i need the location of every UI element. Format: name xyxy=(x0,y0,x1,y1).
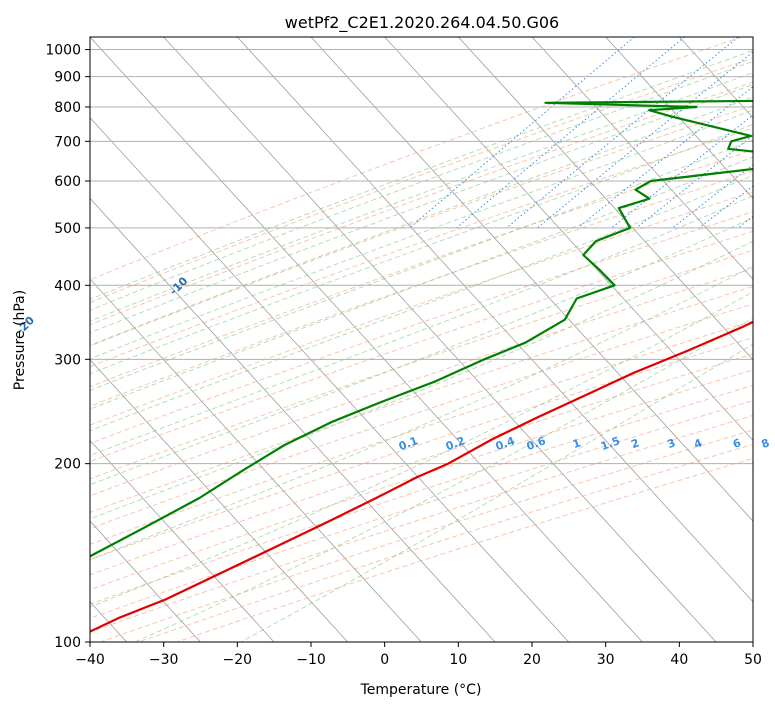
mixing-ratio-label: 0.2 xyxy=(444,434,467,453)
x-tick-label: 50 xyxy=(744,652,762,668)
y-axis-label: Pressure (hPa) xyxy=(12,290,28,390)
mixing-ratio-line xyxy=(672,164,753,229)
profile-series xyxy=(90,99,753,633)
y-tick-label: 300 xyxy=(54,352,81,368)
moist-adiabat-line xyxy=(90,49,753,300)
isotherm-line xyxy=(90,37,643,642)
dry-adiabat-line xyxy=(90,369,753,591)
mixing-ratio-label: 0.4 xyxy=(494,434,517,453)
y-tick-label: 600 xyxy=(54,174,81,190)
moist-adiabat-line xyxy=(90,265,753,560)
isotherm-line xyxy=(310,37,753,522)
moist-adiabat-line xyxy=(90,139,753,391)
isotherm-line xyxy=(458,37,753,361)
y-tick-label: 200 xyxy=(54,457,81,473)
isopleth-labels: -100-90-80-70-60-50-40-30-20-10010203040… xyxy=(14,274,772,453)
y-tick-label: 800 xyxy=(54,100,81,116)
x-tick-label: 0 xyxy=(380,652,389,668)
dry-adiabat-line xyxy=(90,191,753,426)
mixing-ratio-label: 1.5 xyxy=(599,434,622,453)
mixing-ratio-line xyxy=(536,51,753,229)
isotherm-line xyxy=(90,359,348,642)
x-tick-label: 40 xyxy=(670,652,688,668)
moist-adiabat-line xyxy=(90,156,753,410)
isotherm-line xyxy=(752,37,753,38)
isotherm-line xyxy=(90,439,275,642)
moist-adiabat-line xyxy=(90,72,753,322)
temperature-line xyxy=(90,320,753,633)
moist-adiabat-line xyxy=(90,109,753,360)
dry-adiabat-line xyxy=(90,170,753,407)
moist-adiabat-line xyxy=(90,83,753,334)
mixing-ratio-label: 3 xyxy=(666,436,678,451)
dry-adiabat-line xyxy=(90,37,742,281)
y-tick-label: 700 xyxy=(54,134,81,150)
isotherm-line xyxy=(90,278,422,642)
isotherm-line xyxy=(90,197,496,642)
isotherm-line xyxy=(163,37,717,642)
y-tick-label: 1000 xyxy=(45,43,81,59)
mixing-ratio-line xyxy=(409,37,635,229)
mixing-ratio-line xyxy=(611,114,753,229)
chart-title: wetPf2_C2E1.2020.264.04.50.G06 xyxy=(285,13,559,33)
mixing-ratio-line xyxy=(577,85,753,229)
dry-adiabat-line xyxy=(138,443,753,642)
mixing-ratio-label: 2 xyxy=(629,436,641,451)
background-lines xyxy=(90,37,775,642)
pressure-grid xyxy=(90,49,753,642)
dry-adiabat-line xyxy=(90,400,753,619)
dry-adiabat-line xyxy=(90,384,753,605)
dry-adiabat-line xyxy=(90,414,753,633)
mixing-ratio-label: 0.1 xyxy=(397,434,420,453)
moist-adiabat-line xyxy=(240,343,753,642)
dewpoint-line xyxy=(90,99,753,558)
x-tick-label: 10 xyxy=(449,652,467,668)
x-axis: −40 −30 −20 −10 0 10 20 30 40 50 xyxy=(75,642,762,668)
isotherm-line xyxy=(90,117,569,642)
dry-adiabat-line xyxy=(90,105,753,347)
moist-adiabat-line xyxy=(90,240,753,520)
mixing-ratio-label: 1 xyxy=(571,436,583,451)
isotherm-line xyxy=(531,37,753,280)
x-tick-label: −20 xyxy=(223,652,253,668)
x-tick-label: 20 xyxy=(523,652,541,668)
isotherm-line xyxy=(90,520,201,642)
x-tick-label: 30 xyxy=(597,652,615,668)
mixing-ratio-label: 0.6 xyxy=(525,434,548,453)
y-tick-label: 900 xyxy=(54,70,81,86)
y-axis: 100 200 300 400 500 600 700 800 900 1000 xyxy=(45,43,90,651)
x-tick-label: −30 xyxy=(149,652,179,668)
moist-adiabat-line xyxy=(90,217,753,486)
moist-adiabat-line xyxy=(90,123,753,375)
moist-adiabat-line xyxy=(90,195,753,457)
mixing-ratio-line xyxy=(506,37,739,229)
dry-adiabat-line xyxy=(90,127,753,368)
moist-adiabat-line xyxy=(134,317,753,642)
x-axis-label: Temperature (°C) xyxy=(360,682,482,698)
plot-frame xyxy=(89,36,754,643)
mixing-ratio-line xyxy=(456,37,685,229)
dry-adiabat-line xyxy=(100,429,753,642)
mixing-ratio-label: 8 xyxy=(760,436,772,451)
mixing-ratio-label: 6 xyxy=(731,436,743,451)
moist-adiabat-line xyxy=(90,96,753,346)
y-tick-label: 400 xyxy=(54,278,81,294)
isotherm-line xyxy=(605,37,753,199)
x-tick-label: −10 xyxy=(296,652,326,668)
x-tick-label: −40 xyxy=(75,652,105,668)
isotherm-line xyxy=(384,37,753,442)
mixing-ratio-label: 4 xyxy=(692,436,704,451)
isotherm-line xyxy=(237,37,753,603)
dry-adiabat-line xyxy=(90,57,753,304)
mixing-ratio-line xyxy=(767,37,775,228)
isotherm-line xyxy=(679,37,753,119)
y-tick-label: 500 xyxy=(54,221,81,237)
y-tick-label: 100 xyxy=(54,635,81,651)
